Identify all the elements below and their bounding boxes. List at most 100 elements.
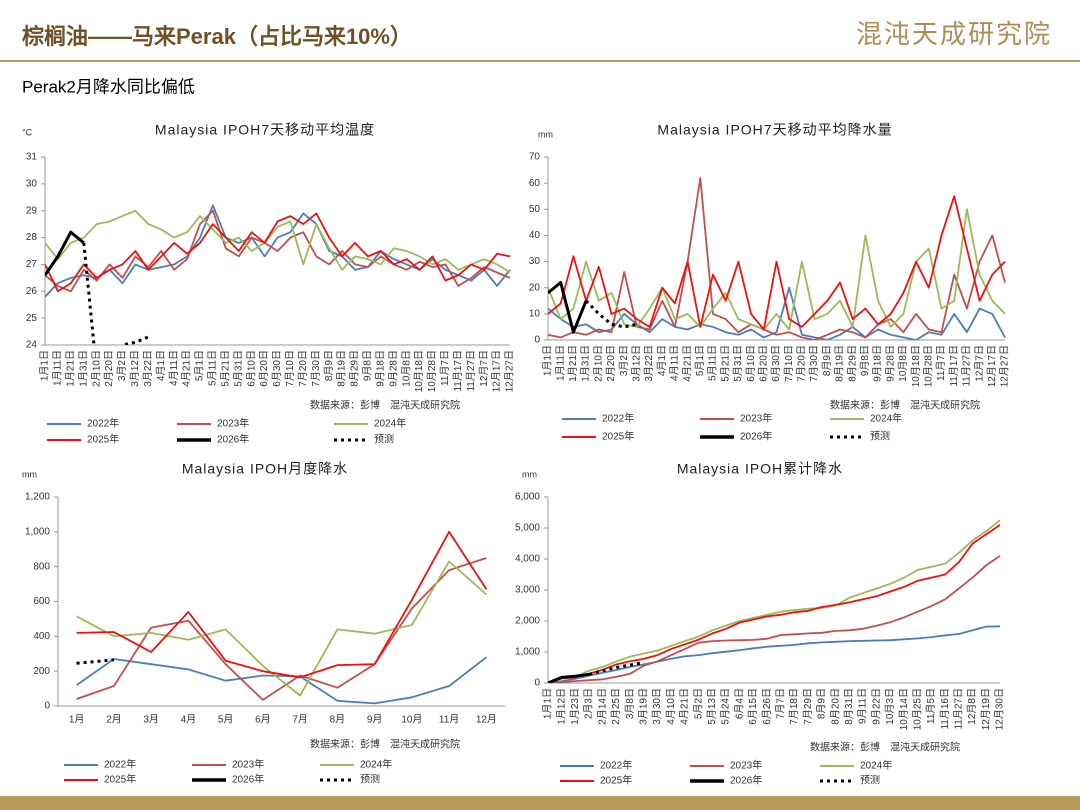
x-tick-label: 9月8日 bbox=[859, 345, 871, 376]
y-axis-unit: °C bbox=[22, 127, 33, 137]
legend-label: 2023年 bbox=[217, 417, 249, 430]
legend-label: 2026年 bbox=[740, 430, 772, 443]
x-tick-label: 5月21日 bbox=[719, 345, 731, 382]
x-tick-label: 1月12日 bbox=[555, 688, 567, 725]
source-note: 数据来源：彭博 混沌天成研究院 bbox=[310, 738, 460, 751]
x-tick-label: 4月1日 bbox=[155, 350, 167, 381]
x-tick-label: 10月8日 bbox=[400, 350, 412, 387]
x-tick-label: 9月18日 bbox=[374, 350, 386, 387]
x-tick-label: 7月7日 bbox=[774, 688, 786, 719]
x-tick-label: 8月9日 bbox=[816, 688, 828, 719]
x-tick-label: 5月11日 bbox=[707, 345, 719, 381]
x-tick-label: 5月13日 bbox=[706, 688, 718, 725]
legend-label: 2025年 bbox=[600, 774, 632, 787]
x-tick-label: 9月28日 bbox=[884, 345, 896, 382]
x-tick-label: 5月31日 bbox=[232, 350, 244, 387]
x-tick-label: 6月20日 bbox=[757, 345, 769, 382]
legend-label: 预测 bbox=[374, 433, 394, 446]
x-tick-label: 1月1日 bbox=[39, 350, 51, 381]
x-tick-label: 5月11日 bbox=[207, 350, 219, 386]
chart: Malaysia IPOH月度降水 mm 数据来源：彭博 混沌天成研究院 0 200 40… bbox=[22, 461, 505, 786]
x-tick-label: 10月18日 bbox=[910, 345, 922, 387]
x-tick-label: 11月17日 bbox=[452, 350, 464, 392]
x-tick-label: 9月11日 bbox=[857, 688, 869, 724]
legend-label: 2024年 bbox=[860, 759, 892, 772]
x-tick-label: 6月10日 bbox=[245, 350, 257, 387]
x-tick-label: 3月19日 bbox=[638, 688, 650, 725]
x-tick-label: 2月14日 bbox=[596, 688, 608, 725]
x-tick-label: 8月29日 bbox=[349, 350, 361, 387]
x-tick-label: 9月28日 bbox=[387, 350, 399, 387]
header-rule bbox=[0, 60, 1080, 62]
legend-label: 2024年 bbox=[870, 412, 902, 425]
slide-title: 棕榈油——马来Perak（占比马来10%） bbox=[22, 24, 412, 49]
chart-title: Malaysia IPOH累计降水 bbox=[677, 461, 843, 477]
x-tick-label: 12月19日 bbox=[980, 688, 992, 730]
x-tick-label: 6月30日 bbox=[770, 345, 782, 382]
series-line bbox=[548, 281, 588, 334]
x-tick-label: 5月31日 bbox=[732, 345, 744, 382]
x-tick-label: 7月29日 bbox=[802, 688, 814, 725]
x-tick-label: 9月8日 bbox=[362, 350, 374, 381]
y-tick-label: 31 bbox=[26, 152, 38, 163]
x-tick-label: 4月1日 bbox=[656, 345, 668, 376]
x-tick-label: 7月10日 bbox=[783, 345, 795, 382]
y-tick-label: 10 bbox=[529, 308, 541, 319]
y-axis-unit: mm bbox=[22, 469, 37, 479]
x-tick-label: 1月11日 bbox=[52, 350, 64, 386]
x-tick-label: 12月8日 bbox=[966, 688, 978, 725]
y-tick-label: 400 bbox=[33, 631, 50, 642]
x-tick-label: 12月7日 bbox=[973, 345, 985, 382]
x-tick-label: 3月2日 bbox=[116, 350, 128, 381]
y-tick-label: 1,000 bbox=[515, 647, 540, 658]
subtitle: Perak2月降水同比偏低 bbox=[22, 77, 195, 96]
y-tick-label: 1,200 bbox=[25, 492, 50, 503]
x-tick-label: 11月17日 bbox=[948, 345, 960, 387]
x-tick-label: 1月31日 bbox=[77, 350, 89, 387]
series-line bbox=[45, 209, 511, 274]
x-tick-label: 4月11日 bbox=[669, 345, 681, 381]
series-line bbox=[548, 555, 1001, 683]
x-tick-label: 2月3日 bbox=[583, 688, 595, 719]
legend-label: 2024年 bbox=[360, 758, 392, 771]
x-tick-label: 12月27日 bbox=[999, 345, 1011, 387]
x-tick-label: 12月7日 bbox=[478, 350, 490, 387]
x-tick-label: 5月24日 bbox=[720, 688, 732, 725]
x-tick-label: 5月21日 bbox=[219, 350, 231, 387]
x-tick-label: 10月18日 bbox=[413, 350, 425, 392]
source-note: 数据来源：彭博 混沌天成研究院 bbox=[310, 399, 460, 412]
x-tick-label: 5月2日 bbox=[692, 688, 704, 719]
x-tick-label: 8月19日 bbox=[336, 350, 348, 387]
y-tick-label: 800 bbox=[33, 561, 50, 572]
y-tick-label: 40 bbox=[529, 230, 541, 241]
x-tick-label: 11月27日 bbox=[953, 688, 965, 730]
x-tick-label: 10月25日 bbox=[911, 688, 923, 730]
y-tick-label: 29 bbox=[26, 205, 38, 216]
legend-label: 2026年 bbox=[232, 773, 264, 786]
legend-label: 预测 bbox=[870, 430, 890, 443]
x-tick-label: 2月25日 bbox=[610, 688, 622, 725]
x-tick-label: 10月28日 bbox=[426, 350, 438, 392]
x-tick-label: 10月3日 bbox=[884, 688, 896, 725]
x-tick-label: 10月28日 bbox=[922, 345, 934, 387]
x-tick-label: 1月23日 bbox=[569, 688, 581, 725]
x-tick-label: 8月29日 bbox=[846, 345, 858, 382]
x-tick-label: 4月11日 bbox=[168, 350, 180, 386]
x-tick-label: 11月7日 bbox=[439, 350, 451, 386]
y-tick-label: 24 bbox=[26, 340, 38, 351]
source-note: 数据来源：彭博 混沌天成研究院 bbox=[830, 399, 980, 412]
x-tick-label: 2月10日 bbox=[90, 350, 102, 387]
x-tick-label: 6月4日 bbox=[733, 688, 745, 719]
series-line bbox=[548, 625, 1001, 683]
series-line bbox=[45, 209, 511, 293]
x-tick-label: 7月30日 bbox=[310, 350, 322, 387]
series-line bbox=[588, 661, 645, 676]
y-tick-label: 1,000 bbox=[25, 526, 50, 537]
x-tick-label: 12月17日 bbox=[491, 350, 503, 392]
legend-label: 2025年 bbox=[104, 773, 136, 786]
legend-label: 预测 bbox=[860, 774, 880, 787]
series-line bbox=[548, 177, 1006, 340]
y-tick-label: 20 bbox=[529, 282, 541, 293]
y-tick-label: 25 bbox=[26, 313, 38, 324]
